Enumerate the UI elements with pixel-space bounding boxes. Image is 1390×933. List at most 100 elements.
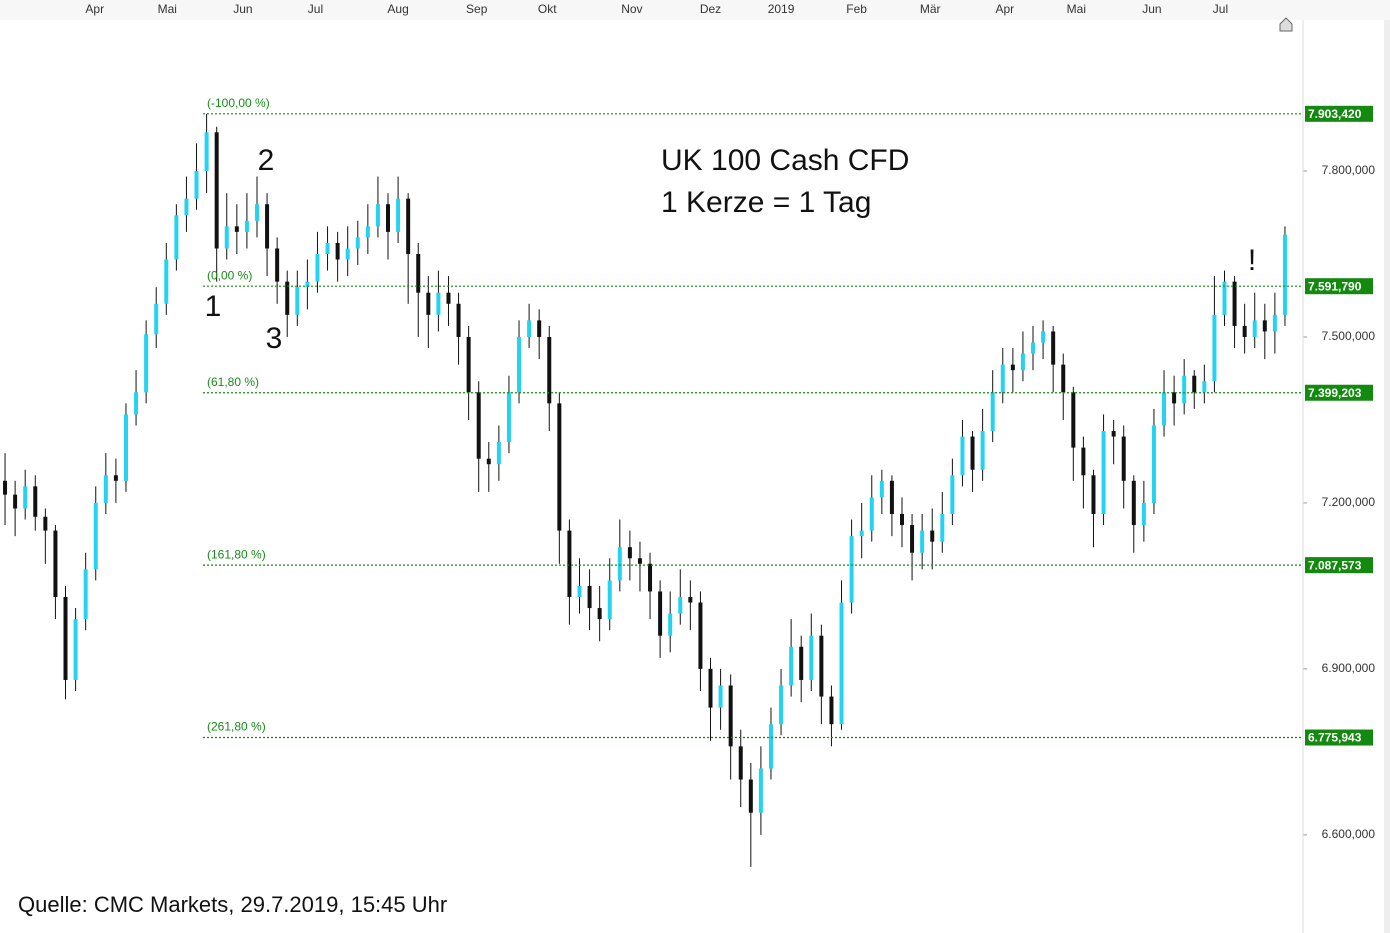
candle-body [416,254,421,293]
wave-label: ! [1248,244,1256,277]
candle-body [960,436,965,476]
candle-body [123,414,128,481]
candle-body [698,602,703,669]
candle-body [3,480,8,495]
y-tick-label: 6.600,000 [1322,827,1376,841]
level-value: 7.399,203 [1308,386,1362,400]
x-tick-label: Jul [1213,2,1228,16]
candle-body [768,724,773,769]
x-tick-label: Okt [538,2,557,16]
candle-body [688,596,693,603]
candle-body [899,514,904,526]
x-tick-label: Jun [1142,2,1161,16]
candle-body [839,602,844,725]
candle-body [214,132,219,249]
candle-body [1192,375,1197,393]
candle-body [1272,314,1277,332]
candle-body [1061,364,1066,393]
candle-body [1232,281,1237,326]
candle-body [789,646,794,686]
candle-body [365,226,370,238]
candle-body [436,292,441,315]
level-value: 7.591,790 [1308,279,1362,293]
candle-body [1020,353,1025,371]
candle-body [315,254,320,282]
candle-body [910,525,915,553]
candle-body [1222,281,1227,315]
candle-body [809,635,814,680]
candle-body [799,646,804,680]
candle-body [758,768,763,813]
candle-body [386,204,391,232]
candle-body [164,259,169,304]
candle-body [426,292,431,315]
candle-body [1282,234,1287,315]
candle-body [1081,447,1086,476]
level-box [1305,729,1373,746]
candle-body [93,502,98,570]
level-box [1305,278,1373,295]
level-value: 7.903,420 [1308,107,1362,121]
candle-body [718,685,723,708]
candle-body [1101,431,1106,514]
y-tick-label: 6.900,000 [1322,661,1376,675]
time-axis-band [0,0,1390,20]
y-tick-label: 7.800,000 [1322,163,1376,177]
candle-body [154,303,159,335]
candle-body [174,215,179,260]
candle-body [466,336,471,393]
candle-body [244,220,249,232]
candle-body [517,336,522,393]
candle-body [990,392,995,432]
candle-body [144,334,149,393]
candle-body [1111,431,1116,437]
candle-body [1162,392,1167,426]
candle-body [1202,381,1207,393]
candle-body [1010,364,1015,371]
candle-body [859,530,864,537]
candle-body [889,480,894,514]
candle-body [1151,425,1156,503]
candle-body [103,475,108,503]
candle-body [557,403,562,531]
x-tick-label: Apr [85,2,104,16]
candle-body [265,204,270,249]
candle-body [1262,320,1267,332]
candle-body [708,668,713,708]
candle-body [1212,314,1217,382]
candle-body [345,248,350,260]
candle-body [1071,392,1076,448]
candle-body [476,392,481,459]
candle-body [668,613,673,636]
candle-body [83,569,88,620]
candle-body [587,585,592,609]
home-icon[interactable] [1279,17,1293,32]
candle-body [1041,331,1046,343]
candle-body [1091,475,1096,514]
candle-body [134,392,139,415]
candle-body [779,685,784,725]
candle-body [940,514,945,542]
candle-body [879,480,884,498]
candle-body [506,392,511,443]
candle-body [1182,375,1187,404]
candle-body [527,320,532,337]
candle-body [456,303,461,337]
candle-body [1131,480,1136,526]
candle-body [63,596,68,680]
level-value: 7.087,573 [1308,558,1362,572]
candle-body [1172,392,1177,404]
candle-body [829,696,834,725]
x-tick-label: Mai [158,2,177,16]
candle-body [537,320,542,337]
level-box [1305,384,1373,401]
candle-body [204,132,209,172]
candle-body [73,619,78,680]
candle-body [1121,436,1126,481]
candle-body [678,596,683,614]
candle-body [1141,502,1146,526]
candle-body [849,536,854,603]
candle-body [567,530,572,597]
candle-body [547,336,552,404]
level-name: (161,80 %) [207,547,266,561]
